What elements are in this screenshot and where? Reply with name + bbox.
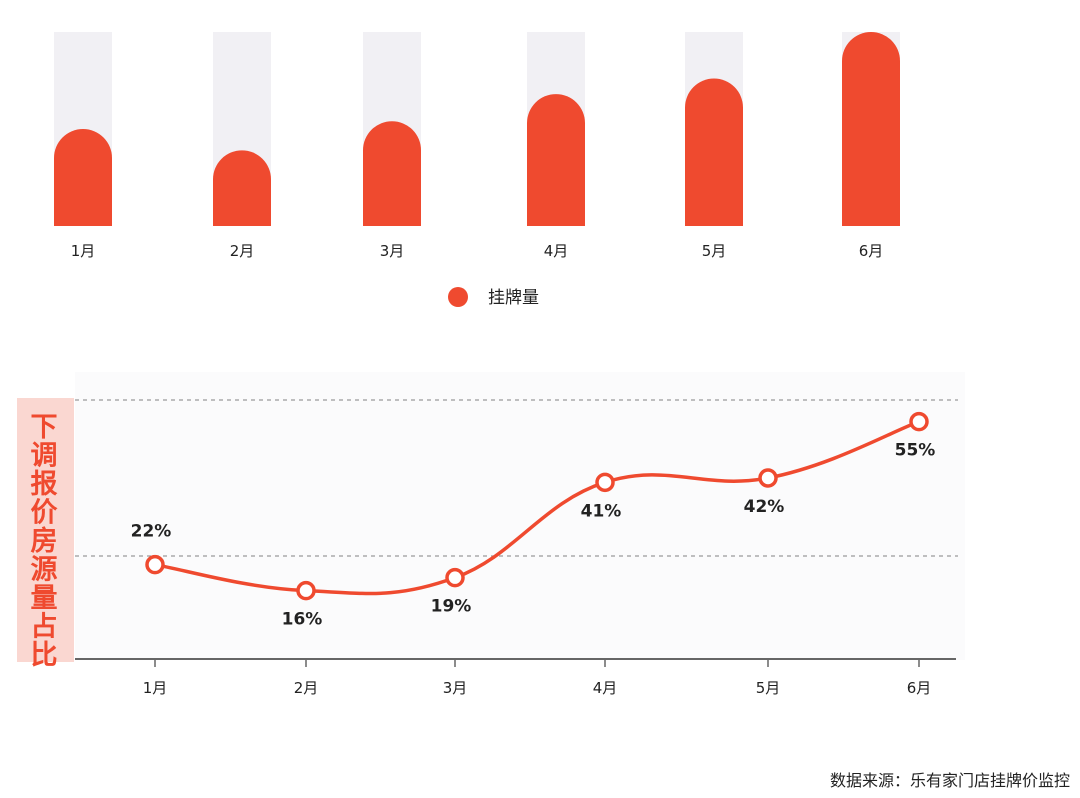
x-tick-label: 1月 xyxy=(71,242,96,260)
data-source-note: 数据来源：乐有家门店挂牌价监控 xyxy=(830,771,1070,790)
legend-label: 挂牌量 xyxy=(488,288,539,308)
y-axis-title-box xyxy=(17,398,74,662)
bar xyxy=(685,78,743,226)
x-tick-label: 4月 xyxy=(593,679,618,697)
data-label: 22% xyxy=(131,522,172,542)
x-tick-label: 4月 xyxy=(544,242,569,260)
x-tick-label: 1月 xyxy=(143,679,168,697)
data-point xyxy=(145,554,165,575)
x-tick-label: 5月 xyxy=(756,679,781,697)
plot-area xyxy=(75,372,965,660)
bar xyxy=(527,94,585,227)
y-axis-title: 下调报价房源量占比 xyxy=(31,412,59,671)
data-label: 41% xyxy=(581,501,622,521)
price-cut-share-line-chart: 下调报价房源量占比 1月 2月 3月 4月 5月 6月 22% 16% 19% 41% 42% 55% xyxy=(17,372,965,697)
data-label: 55% xyxy=(895,441,936,461)
x-tick-label: 6月 xyxy=(907,679,932,697)
x-tick-label: 2月 xyxy=(230,242,255,260)
x-tick-label: 5月 xyxy=(702,242,727,260)
bar xyxy=(54,129,112,226)
bar xyxy=(213,150,271,226)
x-tick-label: 6月 xyxy=(859,242,884,260)
legend-marker-icon xyxy=(448,287,468,307)
data-label: 16% xyxy=(282,610,323,630)
data-label: 42% xyxy=(744,497,785,517)
data-label: 19% xyxy=(431,597,472,617)
data-point xyxy=(758,468,778,488)
bar xyxy=(842,32,900,226)
data-point xyxy=(296,580,316,601)
data-point xyxy=(909,411,929,432)
data-point xyxy=(445,567,465,588)
listing-volume-bar-chart: 1月 2月 3月 4月 5月 6月 xyxy=(54,32,900,260)
series-line xyxy=(153,419,921,596)
x-tick-label: 3月 xyxy=(443,679,468,697)
x-tick-label: 2月 xyxy=(294,679,319,697)
bar-chart-legend: 挂牌量 xyxy=(448,287,539,308)
data-point xyxy=(595,472,615,493)
bar xyxy=(363,121,421,226)
x-tick-label: 3月 xyxy=(380,242,405,260)
